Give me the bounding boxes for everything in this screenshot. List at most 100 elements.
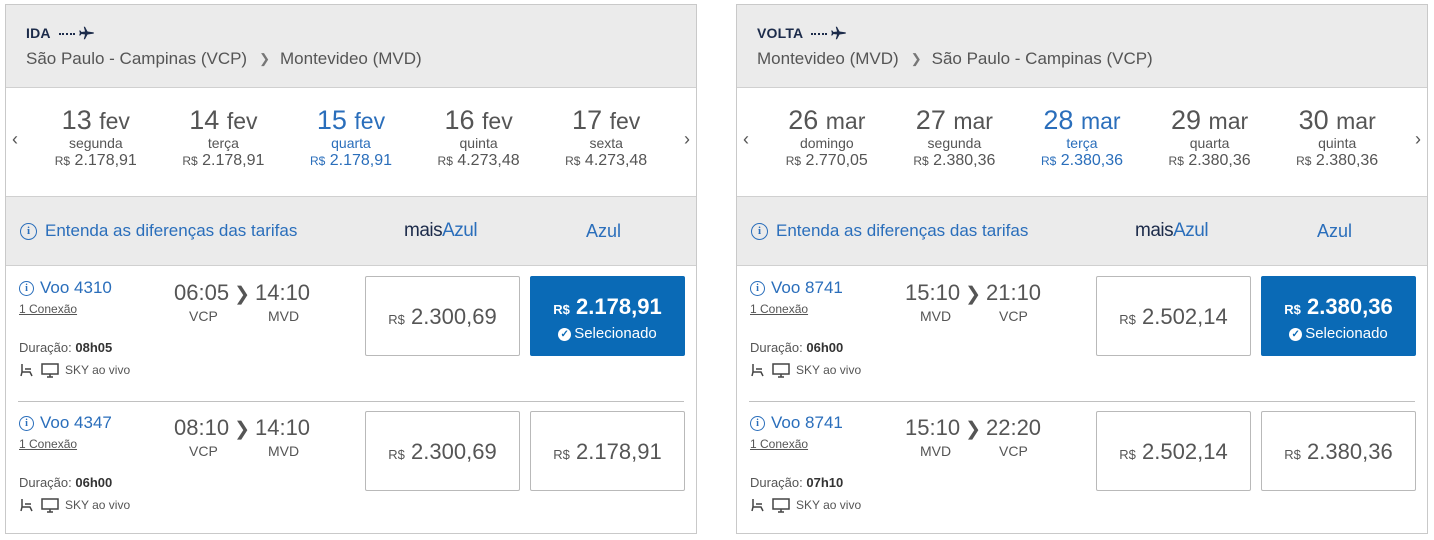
selected-label: Selecionado: [574, 325, 657, 342]
currency-label: R$: [553, 302, 570, 317]
month-label: fev: [99, 108, 130, 134]
airplane-icon: [78, 26, 94, 40]
flight-number: Voo 8741: [771, 413, 843, 432]
connection-link[interactable]: 1 Conexão: [19, 302, 78, 316]
azul-fare-button[interactable]: R$ 2.178,91 ✓ Selecionado: [530, 276, 685, 356]
currency-label: R$: [913, 154, 929, 168]
info-icon: i: [19, 280, 34, 296]
day-number: 30: [1298, 105, 1329, 135]
weekday-label: domingo: [799, 135, 854, 151]
chevron-left-icon[interactable]: ‹: [12, 129, 18, 149]
date-option[interactable]: 29 mar quarta R$ 2.380,36: [1146, 88, 1274, 196]
arrival-time: 14:10: [254, 280, 311, 305]
date-option[interactable]: 30 mar quinta R$ 2.380,36: [1273, 88, 1401, 196]
chevron-right-icon: ❯: [259, 51, 270, 66]
date-option[interactable]: 28 mar terça R$ 2.380,36: [1018, 88, 1146, 196]
chevron-right-icon: ❯: [965, 284, 981, 305]
departure-time: 08:10: [174, 415, 230, 440]
amenities: SKY ao vivo: [750, 362, 861, 378]
origin-code: MVD: [920, 308, 952, 324]
date-price: 2.380,36: [1315, 152, 1379, 169]
route-header: IDA São Paulo - Campinas (VCP) ❯ Montevi…: [6, 5, 696, 88]
date-option[interactable]: 16 fev quinta R$ 4.273,48: [415, 88, 543, 196]
date-option[interactable]: 17 fev sexta R$ 4.273,48: [542, 88, 670, 196]
fare-differences-link[interactable]: i Entenda as diferenças das tarifas: [20, 221, 297, 241]
weekday-label: sexta: [589, 135, 623, 151]
weekday-label: quarta: [1189, 135, 1230, 151]
seat-icon: [751, 499, 764, 512]
azul-fare-button[interactable]: R$ 2.380,36: [1261, 411, 1416, 491]
currency-label: R$: [388, 447, 405, 462]
weekday-label: terça: [1066, 135, 1098, 151]
date-option[interactable]: 14 fev terça R$ 2.178,91: [160, 88, 288, 196]
date-option[interactable]: 27 mar segunda R$ 2.380,36: [891, 88, 1019, 196]
mais-azul-fare-button[interactable]: R$ 2.300,69: [365, 411, 520, 491]
seat-icon: [20, 364, 33, 377]
departure-time: 15:10: [905, 280, 961, 305]
currency-label: R$: [565, 154, 581, 168]
selected-indicator: ✓ Selecionado: [531, 325, 684, 343]
airplane-icon: [831, 26, 847, 40]
date-option[interactable]: 13 fev segunda R$ 2.178,91: [32, 88, 160, 196]
destination-code: MVD: [268, 308, 300, 324]
flight-number-link[interactable]: i Voo 4347: [19, 413, 112, 433]
duration-value: 06h00: [75, 475, 113, 490]
currency-label: R$: [437, 154, 453, 168]
flight-number-link[interactable]: i Voo 8741: [750, 278, 843, 298]
date-option[interactable]: 15 fev quarta R$ 2.178,91: [287, 88, 415, 196]
chevron-left-icon[interactable]: ‹: [743, 129, 749, 149]
amenity-label: SKY ao vivo: [65, 498, 131, 512]
date-list: 26 mar domingo R$ 2.770,05 27 mar segund…: [763, 88, 1401, 196]
connection-link[interactable]: 1 Conexão: [750, 437, 809, 451]
chevron-right-icon[interactable]: ›: [684, 129, 690, 149]
currency-label: R$: [785, 154, 802, 168]
amenities: SKY ao vivo: [19, 497, 130, 513]
fare-price: 2.380,36: [1307, 439, 1393, 464]
date-price: 2.380,36: [1188, 152, 1251, 169]
weekday-label: segunda: [927, 135, 982, 151]
departure-time: 06:05: [174, 280, 230, 305]
flight-list: i Voo 4310 1 Conexão Duração: 08h05 SKY …: [6, 266, 696, 536]
origin-city: Montevideo (MVD): [757, 49, 899, 68]
flight-number: Voo 8741: [771, 278, 843, 297]
month-label: fev: [354, 108, 386, 134]
chevron-right-icon: ❯: [965, 419, 981, 440]
tv-icon: [772, 362, 790, 378]
connection-link[interactable]: 1 Conexão: [750, 302, 809, 316]
amenity-label: SKY ao vivo: [65, 363, 131, 377]
mais-azul-fare-button[interactable]: R$ 2.502,14: [1096, 411, 1251, 491]
connection-link[interactable]: 1 Conexão: [19, 437, 78, 451]
date-selector: ‹ 26 mar domingo R$ 2.770,05 27 mar segu…: [737, 88, 1427, 197]
mais-azul-fare-button[interactable]: R$ 2.300,69: [365, 276, 520, 356]
flight-times: 15:10 ❯ 21:10: [905, 280, 1041, 306]
chevron-right-icon[interactable]: ›: [1415, 129, 1421, 149]
flight-row: i Voo 4347 1 Conexão Duração: 06h00 SKY …: [6, 401, 696, 536]
fare-price: 2.178,91: [576, 439, 662, 464]
amenity-label: SKY ao vivo: [796, 363, 862, 377]
chevron-right-icon: ❯: [234, 419, 250, 440]
azul-fare-button[interactable]: R$ 2.178,91: [530, 411, 685, 491]
direction-label: VOLTA: [757, 25, 804, 41]
flight-times: 08:10 ❯ 14:10: [174, 415, 310, 441]
mais-azul-fare-button[interactable]: R$ 2.502,14: [1096, 276, 1251, 356]
tv-icon: [41, 497, 59, 513]
flight-number-link[interactable]: i Voo 4310: [19, 278, 112, 298]
flight-row: i Voo 8741 1 Conexão Duração: 06h00 SKY …: [737, 266, 1427, 401]
dotted-line: [811, 33, 828, 35]
origin-code: VCP: [189, 308, 218, 324]
date-option[interactable]: 26 mar domingo R$ 2.770,05: [763, 88, 891, 196]
chevron-right-icon: ❯: [234, 284, 250, 305]
arrival-time: 14:10: [254, 415, 311, 440]
month-label: mar: [1208, 108, 1249, 134]
weekday-label: terça: [207, 135, 239, 151]
duration: Duração: 08h05: [19, 340, 113, 355]
flight-number-link[interactable]: i Voo 8741: [750, 413, 843, 433]
azul-fare-button[interactable]: R$ 2.380,36 ✓ Selecionado: [1261, 276, 1416, 356]
destination-city: São Paulo - Campinas (VCP): [931, 49, 1153, 68]
fare-differences-link[interactable]: i Entenda as diferenças das tarifas: [751, 221, 1028, 241]
month-label: mar: [1336, 108, 1376, 134]
date-selector: ‹ 13 fev segunda R$ 2.178,91 14 fev terç…: [6, 88, 696, 197]
route-header: VOLTA Montevideo (MVD) ❯ São Paulo - Cam…: [737, 5, 1427, 88]
date-price: 2.380,36: [1060, 152, 1124, 169]
flight-row: i Voo 8741 1 Conexão Duração: 07h10 SKY …: [737, 401, 1427, 536]
